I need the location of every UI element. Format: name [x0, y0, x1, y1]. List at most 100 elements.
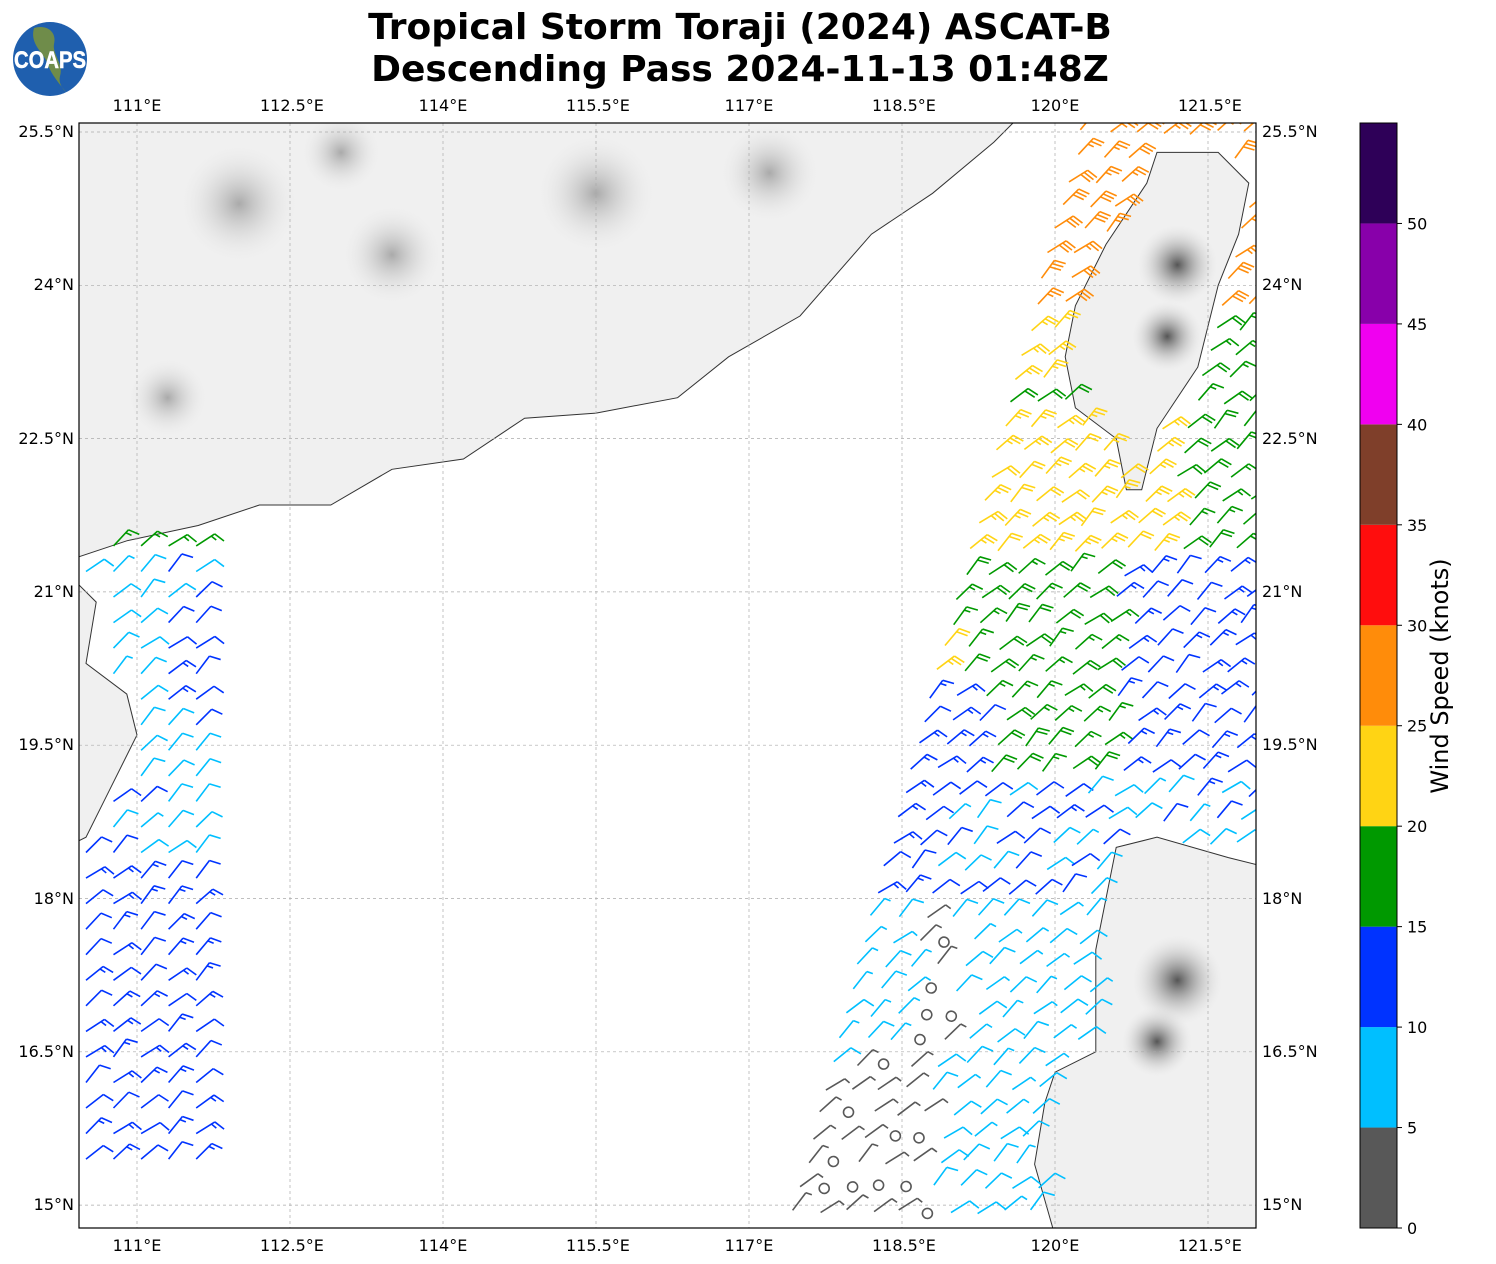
barb-full [1092, 113, 1103, 123]
barb-full [1060, 534, 1073, 540]
barb-full [996, 1098, 1008, 1106]
barb-half [153, 1069, 161, 1074]
barb-full [1195, 464, 1206, 473]
barb-full [1201, 535, 1212, 544]
wind-barb [1236, 733, 1256, 749]
wind-barb [1202, 659, 1232, 673]
barb-full [158, 838, 170, 847]
barb-staff [1147, 655, 1164, 673]
barb-half [1159, 463, 1167, 469]
barb-staff [1023, 1020, 1039, 1040]
barb-full [128, 1091, 140, 1098]
barb-half [917, 877, 924, 882]
barb-full [1034, 557, 1046, 565]
barb-full [1240, 780, 1251, 790]
wind-barb [995, 434, 1024, 451]
wind-barb [1036, 975, 1058, 994]
barb-staff [85, 1064, 101, 1083]
barb-staff [113, 609, 132, 624]
wind-barb [1182, 828, 1211, 844]
barb-staff [910, 949, 927, 967]
barb-full [1067, 438, 1079, 446]
barb-half [1089, 118, 1095, 123]
wind-barb [1221, 289, 1250, 306]
wind-barb [1082, 407, 1108, 426]
barb-staff [881, 970, 897, 989]
wind-barb [1202, 751, 1230, 770]
barb-staff [869, 898, 886, 916]
wind-barb [1106, 212, 1132, 232]
barb-half [1245, 465, 1252, 471]
barb-full [1003, 564, 1014, 573]
wind-barb [1033, 1001, 1058, 1015]
wind-barb [1090, 190, 1117, 208]
barb-staff [168, 707, 184, 726]
barb-half [1249, 342, 1256, 348]
wind-barb [1083, 705, 1112, 722]
wind-barb [1234, 139, 1256, 159]
barb-half [1016, 928, 1023, 934]
wind-barb [140, 785, 168, 802]
lat-tick-label-left: 21°N [33, 581, 74, 601]
barb-half [884, 897, 891, 902]
barb-full [1204, 507, 1216, 514]
barb-full [182, 1065, 195, 1071]
barb-full [996, 607, 1008, 615]
wind-barb [924, 705, 952, 723]
barb-full [1142, 530, 1155, 537]
barb-staff [1167, 579, 1183, 597]
wind-barb [984, 781, 1014, 797]
barb-half [1217, 558, 1224, 563]
barb-half [1033, 347, 1039, 353]
wind-barb [984, 1172, 1013, 1189]
barb-full [131, 1070, 142, 1079]
barb-full [157, 607, 169, 615]
wind-barb [1035, 878, 1063, 895]
barb-staff [1036, 781, 1055, 796]
barb-full [1062, 627, 1074, 632]
barb-half [933, 731, 940, 737]
wind-barb [957, 1073, 982, 1089]
wind-barb [1114, 784, 1144, 797]
wind-barb [1157, 628, 1184, 646]
barb-half [893, 883, 900, 889]
barb-full [1007, 1142, 1019, 1148]
barb-staff [851, 1075, 871, 1090]
barb-full [994, 512, 1005, 522]
wind-barb [1012, 1175, 1041, 1189]
barb-full [1052, 390, 1063, 399]
barb-full [1204, 606, 1217, 613]
barb-full [1181, 578, 1194, 585]
barb-full [157, 530, 169, 538]
barb-full [104, 1044, 115, 1054]
barb-full [1200, 437, 1212, 445]
barb-full [1205, 702, 1217, 708]
barb-half [1106, 977, 1114, 982]
wind-barb [999, 635, 1028, 651]
wind-barb [1210, 337, 1240, 351]
wind-barb [893, 831, 923, 844]
barb-full [186, 533, 198, 543]
barb-full [211, 580, 223, 588]
barb-full [209, 834, 221, 840]
wind-barb [881, 970, 908, 989]
wind-barb [979, 607, 1008, 624]
wind-barb [1008, 582, 1036, 600]
wind-barb [1189, 803, 1211, 822]
barb-staff [1163, 803, 1178, 822]
barb-full [1057, 459, 1070, 466]
barb-full [1014, 729, 1026, 737]
barb-half [1119, 705, 1126, 709]
barb-staff [195, 655, 211, 675]
wind-barb [944, 627, 971, 647]
barb-half [1201, 510, 1208, 515]
barb-full [1086, 267, 1097, 277]
colorbar-tick-label: 40 [1407, 415, 1427, 434]
barb-staff [1251, 679, 1256, 696]
wind-barb [905, 874, 932, 893]
wind-barb [1077, 1026, 1107, 1040]
barb-full [1247, 556, 1256, 565]
wind-barb [1117, 677, 1143, 697]
barb-full [159, 636, 170, 645]
colorbar-tick-label: 45 [1407, 315, 1427, 334]
